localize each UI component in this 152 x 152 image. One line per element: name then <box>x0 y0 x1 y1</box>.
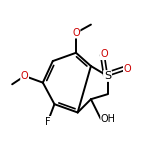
Text: F: F <box>45 117 51 127</box>
Text: O: O <box>21 71 28 81</box>
Text: O: O <box>124 64 131 74</box>
Text: O: O <box>72 28 80 38</box>
Text: OH: OH <box>101 114 116 124</box>
Text: S: S <box>104 71 111 81</box>
Text: O: O <box>100 49 108 59</box>
